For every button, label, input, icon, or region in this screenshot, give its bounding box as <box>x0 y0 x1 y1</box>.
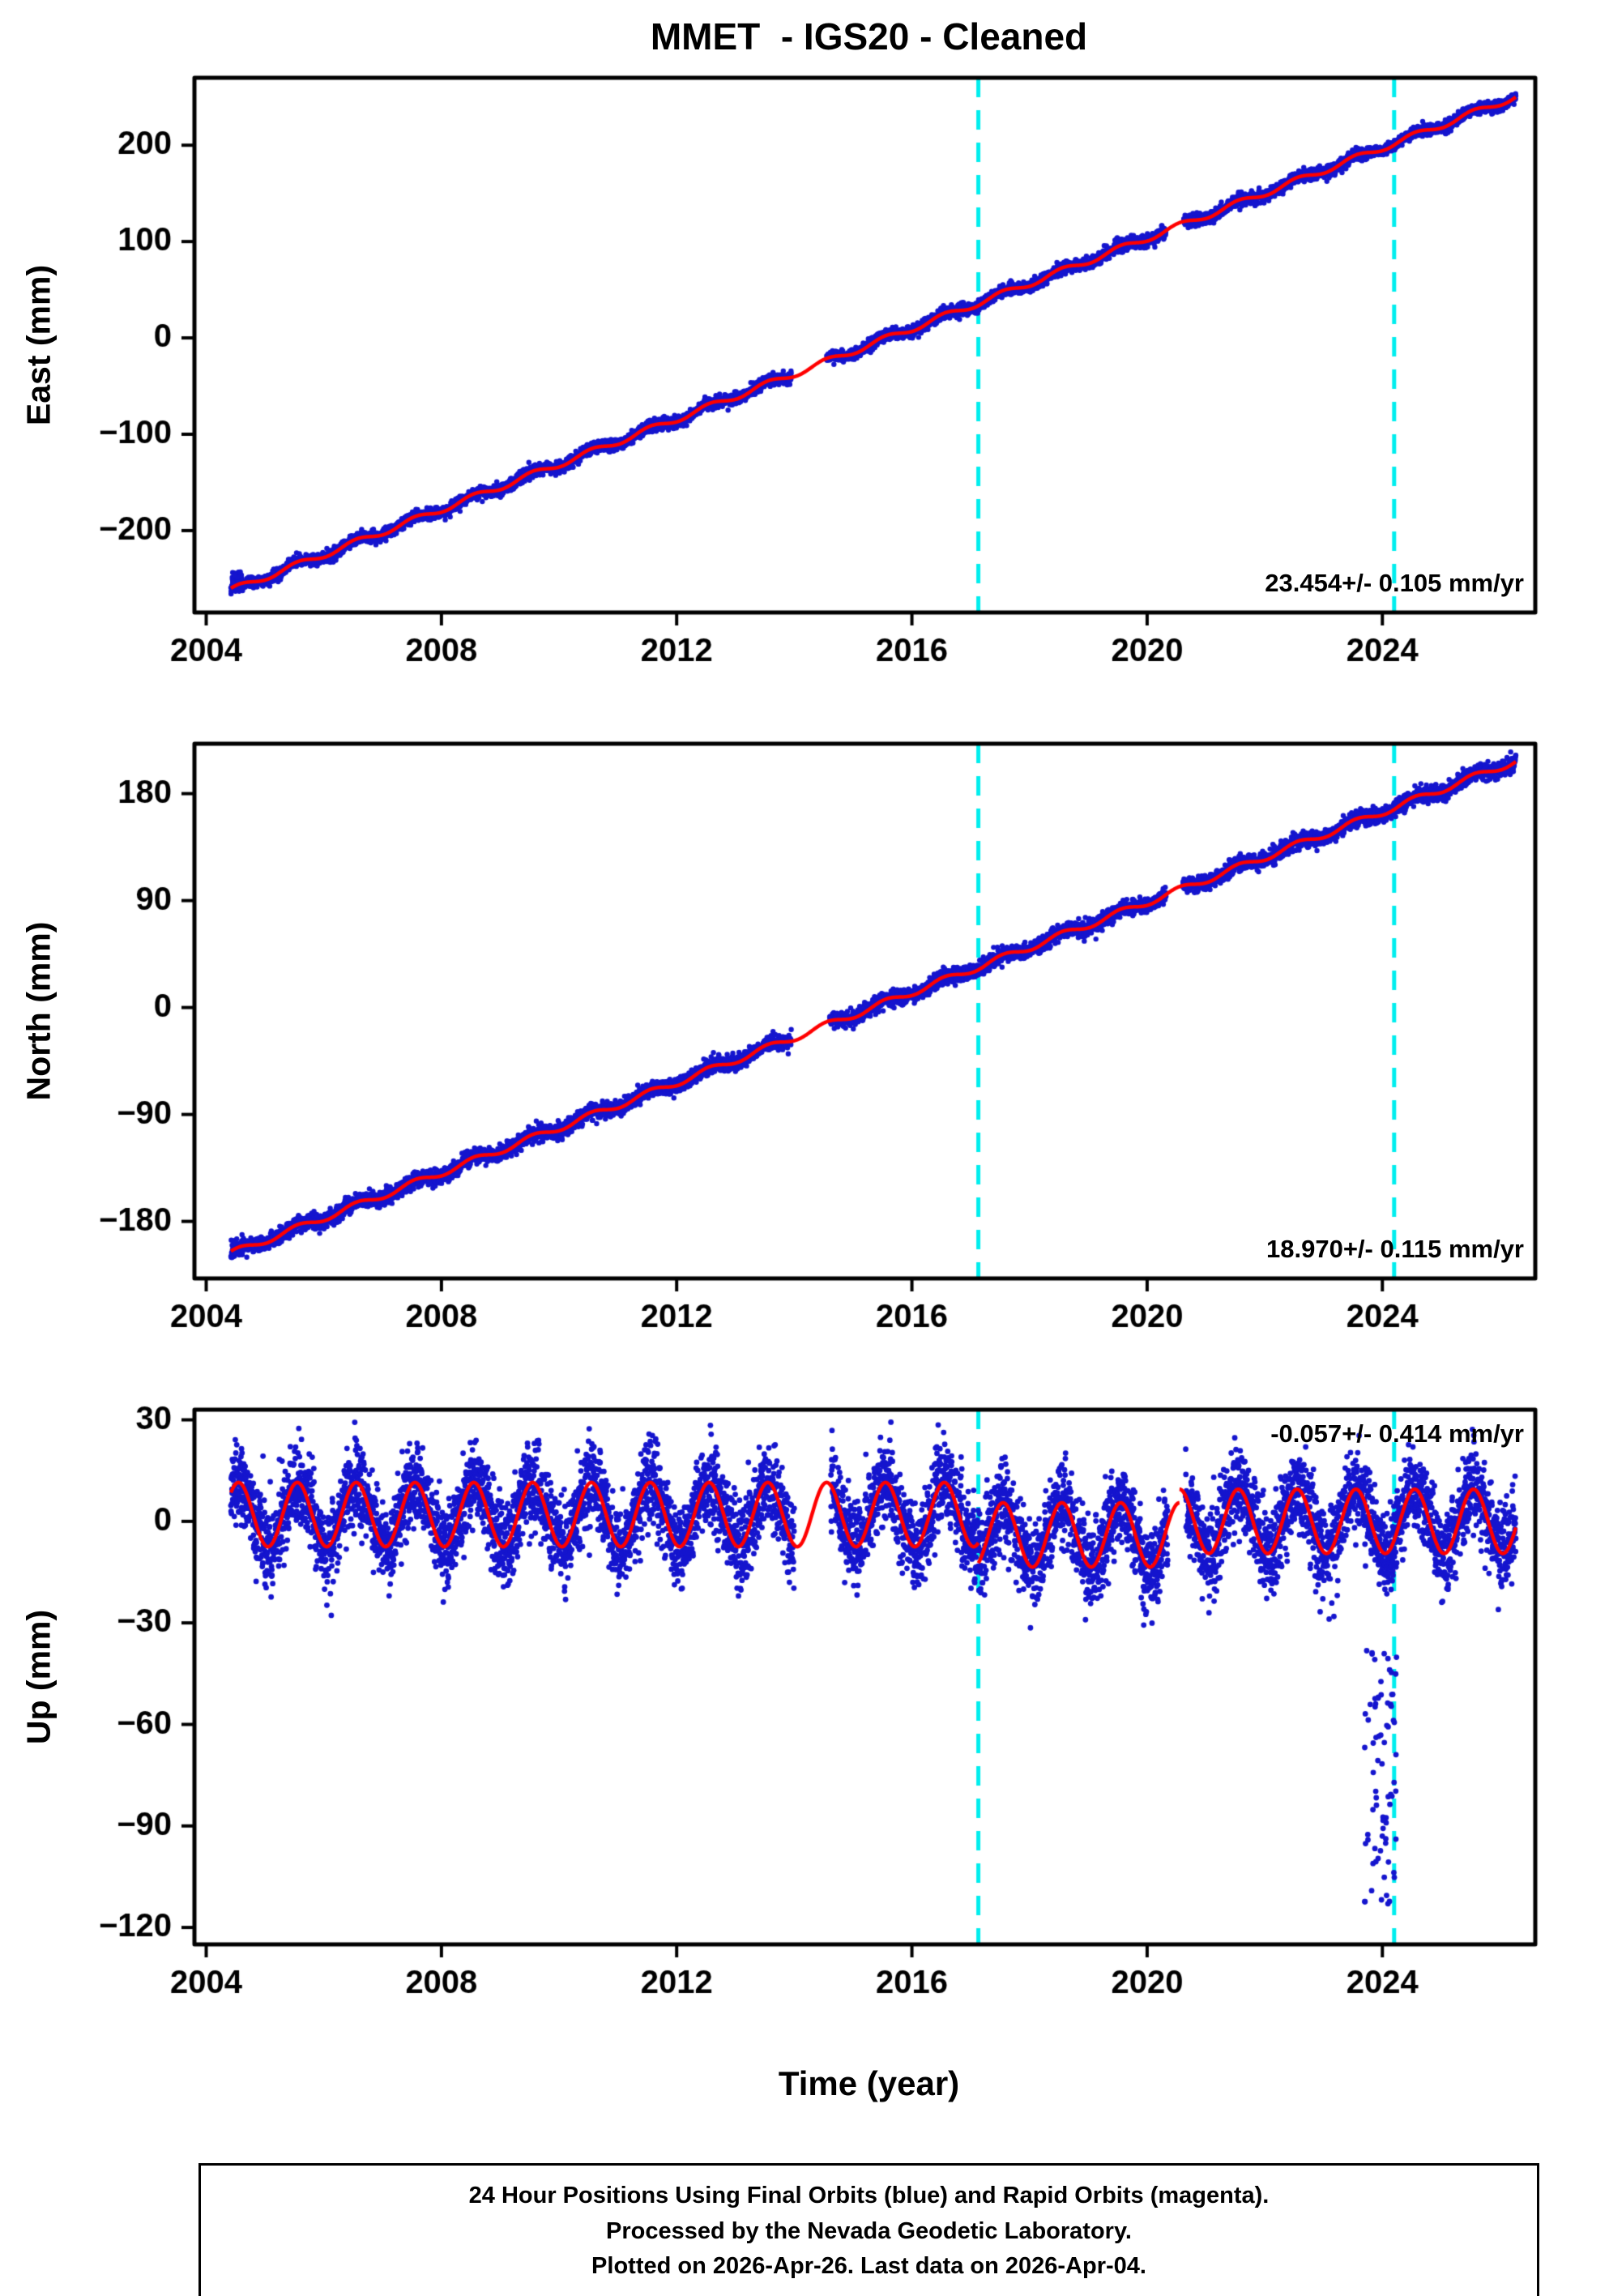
panel-east: East (mm) 23.454+/- 0.105 mm/yr <box>0 66 1609 682</box>
east-rate-annotation: 23.454+/- 0.105 mm/yr <box>1265 569 1524 597</box>
footer-line-processed: Processed by the Nevada Geodetic Laborat… <box>606 2217 1132 2244</box>
plot-title: MMET - IGS20 - Cleaned <box>650 15 1088 58</box>
panel-up: Up (mm) -0.057+/- 0.414 mm/yr <box>0 1398 1609 2014</box>
east-plot-canvas <box>32 66 1572 682</box>
footer-note-box: 24 Hour Positions Using Final Orbits (bl… <box>198 2163 1539 2296</box>
north-rate-annotation: 18.970+/- 0.115 mm/yr <box>1266 1235 1524 1263</box>
footer-line-orbits: 24 Hour Positions Using Final Orbits (bl… <box>468 2183 1270 2209</box>
up-plot-canvas <box>32 1398 1572 2014</box>
footer-line-dates: Plotted on 2026-Apr-26. Last data on 202… <box>591 2253 1146 2279</box>
north-plot-canvas <box>32 732 1572 1348</box>
x-axis-label: Time (year) <box>778 2064 960 2102</box>
panel-north: North (mm) 18.970+/- 0.115 mm/yr <box>0 732 1609 1348</box>
up-rate-annotation: -0.057+/- 0.414 mm/yr <box>1270 1419 1524 1448</box>
